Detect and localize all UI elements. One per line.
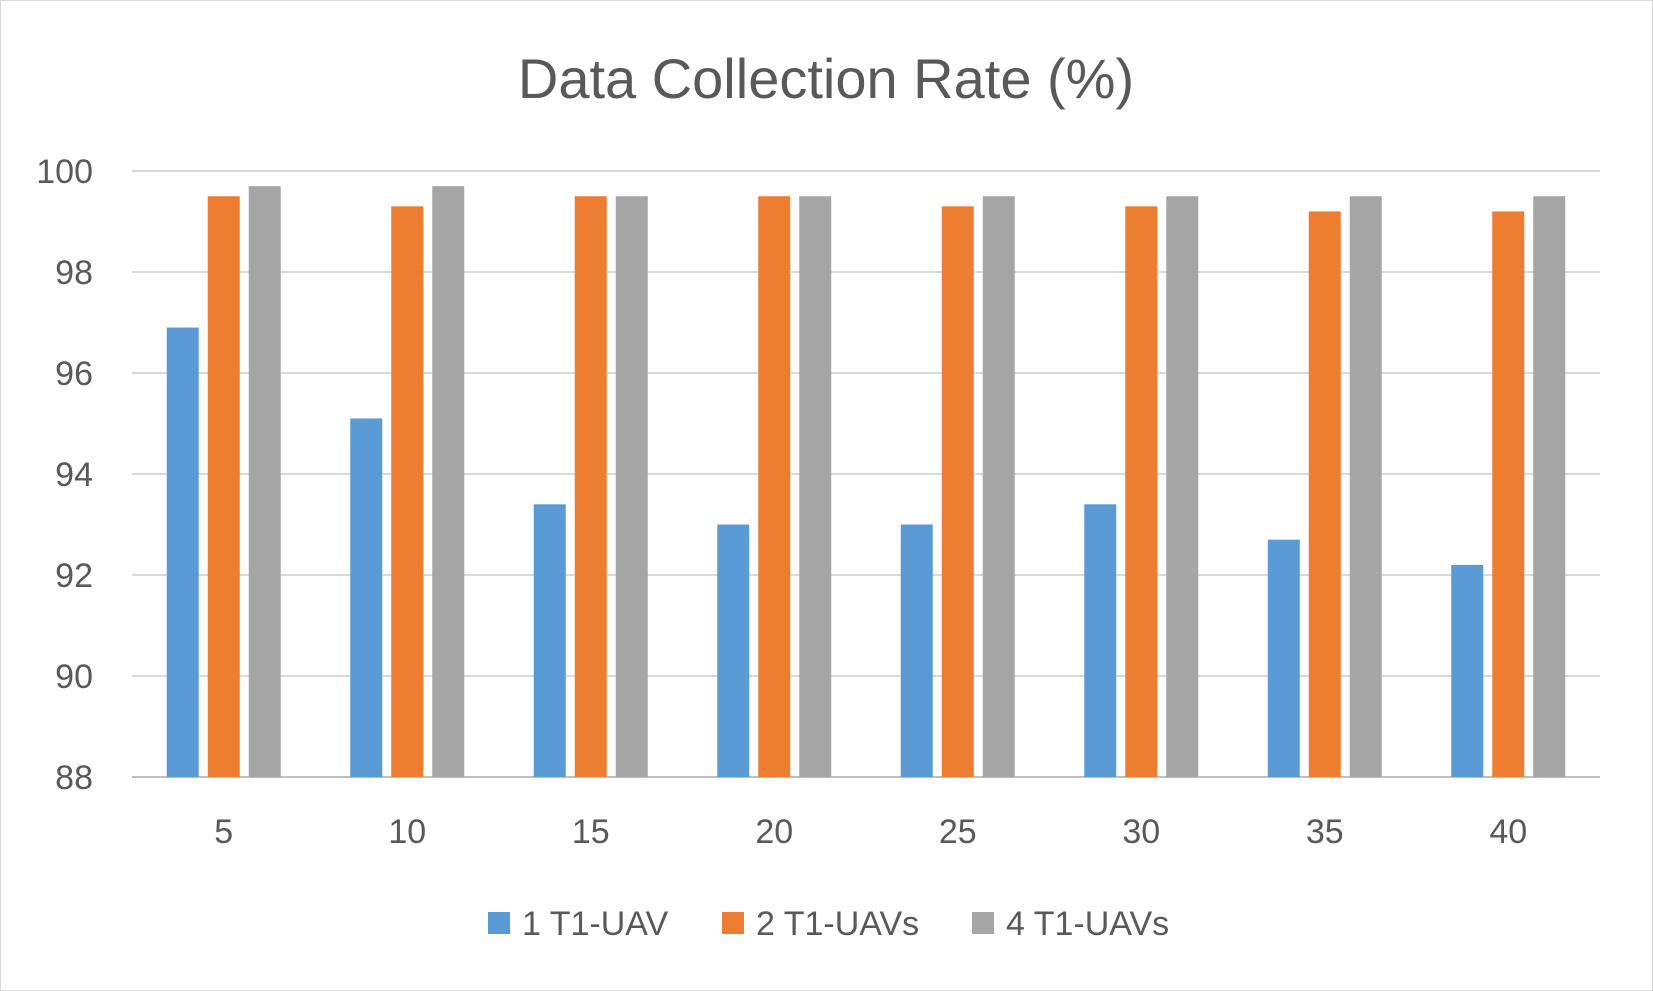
bar-1-t1-uav-35 [1267, 539, 1300, 777]
bar-1-t1-uav-20 [717, 524, 750, 777]
y-tick-label: 100 [36, 153, 93, 191]
legend-label: 1 T1-UAV [522, 905, 668, 943]
bar-4-t1-uavs-20 [799, 196, 832, 777]
x-tick-label: 25 [939, 813, 977, 851]
bar-1-t1-uav-40 [1451, 564, 1484, 777]
x-tick-label: 5 [214, 813, 233, 851]
bar-4-t1-uavs-30 [1166, 196, 1199, 777]
y-tick-label: 94 [55, 456, 93, 494]
y-tick-label: 96 [55, 355, 93, 393]
bar-1-t1-uav-10 [350, 418, 383, 777]
chart-title: Data Collection Rate (%) [518, 47, 1134, 110]
bar-1-t1-uav-15 [533, 504, 566, 777]
bar-2-t1-uavs-10 [391, 206, 424, 778]
bar-2-t1-uavs-40 [1492, 211, 1525, 777]
bar-4-t1-uavs-25 [982, 196, 1015, 777]
bar-1-t1-uav-25 [900, 524, 933, 777]
y-tick-label: 88 [55, 759, 93, 797]
bar-1-t1-uav-30 [1084, 504, 1117, 777]
y-tick-label: 90 [55, 658, 93, 696]
legend-label: 4 T1-UAVs [1006, 905, 1169, 943]
bar-2-t1-uavs-35 [1308, 211, 1341, 777]
bar-2-t1-uavs-30 [1125, 206, 1158, 778]
bar-2-t1-uavs-5 [207, 196, 240, 777]
x-tick-label: 15 [572, 813, 610, 851]
legend-label: 2 T1-UAVs [756, 905, 919, 943]
y-axis-ticks: 88 90 92 94 96 98 100 [36, 153, 93, 797]
y-tick-label: 98 [55, 254, 93, 292]
x-tick-label: 35 [1306, 813, 1344, 851]
legend-swatch [722, 912, 744, 934]
x-tick-label: 40 [1489, 813, 1527, 851]
bar-1-t1-uav-5 [166, 327, 199, 777]
bar-2-t1-uavs-15 [574, 196, 607, 777]
x-axis-ticks: 5 10 15 20 25 30 35 40 [214, 813, 1527, 851]
bar-4-t1-uavs-5 [248, 186, 281, 777]
bars [166, 186, 1566, 778]
x-tick-label: 10 [388, 813, 426, 851]
bar-2-t1-uavs-20 [758, 196, 791, 777]
y-tick-label: 92 [55, 557, 93, 595]
x-tick-label: 30 [1122, 813, 1160, 851]
bar-4-t1-uavs-35 [1349, 196, 1382, 777]
legend-swatch [972, 912, 994, 934]
legend: 1 T1-UAV 2 T1-UAVs 4 T1-UAVs [488, 905, 1169, 943]
bar-4-t1-uavs-40 [1533, 196, 1566, 777]
bar-4-t1-uavs-10 [432, 186, 465, 777]
bar-2-t1-uavs-25 [941, 206, 974, 778]
bar-4-t1-uavs-15 [615, 196, 648, 777]
x-tick-label: 20 [755, 813, 793, 851]
legend-swatch [488, 912, 510, 934]
